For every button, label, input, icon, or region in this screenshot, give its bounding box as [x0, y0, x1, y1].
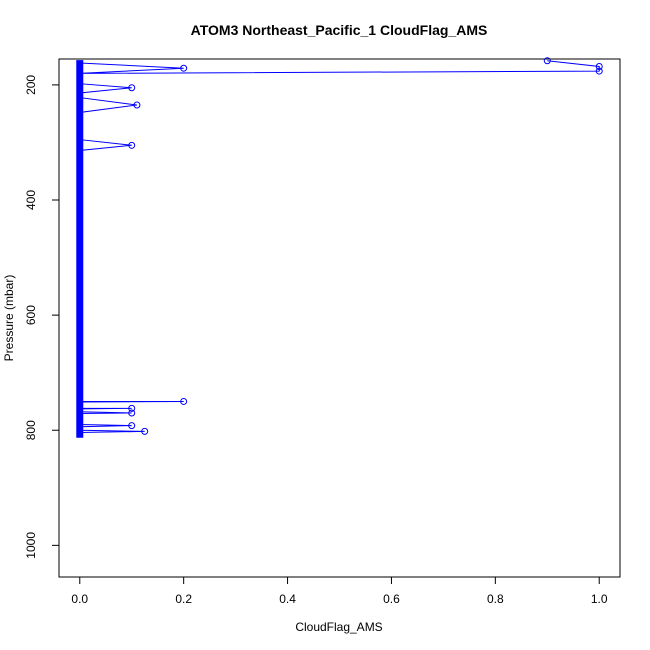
data-point — [133, 101, 141, 109]
plot-frame — [58, 58, 621, 578]
data-point — [128, 404, 136, 412]
data-point — [595, 62, 603, 70]
y-axis-label: Pressure (mbar) — [2, 275, 16, 362]
x-axis: 0.0 0.2 0.4 0.6 0.8 1.0 — [71, 576, 608, 606]
y-tick-label: 800 — [24, 420, 38, 440]
x-tick-label: 0.8 — [487, 592, 504, 606]
x-tick-label: 0.6 — [383, 592, 400, 606]
chart-title: ATOM3 Northeast_Pacific_1 CloudFlag_AMS — [191, 22, 488, 38]
x-tick-label: 0.4 — [279, 592, 296, 606]
y-tick-label: 400 — [24, 190, 38, 210]
y-tick-label: 1000 — [24, 532, 38, 559]
data-point — [128, 141, 136, 149]
x-tick-label: 1.0 — [591, 592, 608, 606]
data-point — [141, 427, 149, 435]
y-axis: 200 400 600 800 1000 — [24, 75, 60, 559]
x-tick-label: 0.0 — [71, 592, 88, 606]
data-point — [180, 64, 188, 72]
series-line — [79, 60, 600, 433]
y-tick-label: 600 — [24, 305, 38, 325]
x-axis-label: CloudFlag_AMS — [295, 620, 382, 634]
data-point — [595, 67, 603, 75]
data-point — [128, 84, 136, 92]
data-point — [543, 57, 551, 65]
data-point — [128, 409, 136, 417]
data-point — [128, 422, 136, 430]
x-tick-label: 0.2 — [175, 592, 192, 606]
y-tick-label: 200 — [24, 75, 38, 95]
plot-area — [76, 57, 603, 438]
data-point — [180, 397, 188, 405]
